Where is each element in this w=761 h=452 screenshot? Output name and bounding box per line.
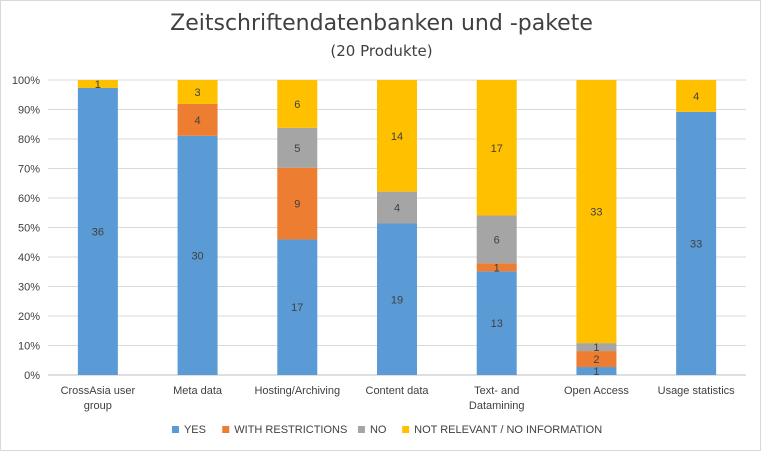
- bar-segment: [576, 80, 617, 344]
- legend-label: NOT RELEVANT / NO INFORMATION: [414, 424, 602, 436]
- bar-segment: [177, 103, 218, 136]
- x-category-label: group: [84, 400, 112, 412]
- y-tick-label: 40%: [18, 252, 40, 264]
- data-label: 6: [494, 234, 500, 246]
- legend-swatch: [357, 426, 365, 433]
- legend-label: YES: [184, 424, 206, 436]
- data-label: 4: [394, 203, 400, 215]
- data-label: 30: [191, 250, 203, 262]
- x-category-label: Datamining: [469, 400, 525, 412]
- y-tick-label: 50%: [18, 223, 40, 235]
- data-label: 17: [291, 302, 303, 314]
- data-label: 2: [593, 354, 599, 366]
- bar-segment: [277, 239, 318, 375]
- data-label: 1: [95, 79, 101, 91]
- data-label: 3: [195, 87, 201, 99]
- x-category-label: Hosting/Archiving: [254, 385, 340, 397]
- x-category-label: Text- and: [474, 385, 519, 397]
- data-label: 14: [391, 131, 403, 143]
- x-category-label: Open Access: [564, 385, 629, 397]
- y-tick-label: 80%: [18, 134, 40, 146]
- data-label: 33: [690, 238, 702, 250]
- data-label: 4: [195, 115, 201, 127]
- x-category-label: Meta data: [173, 385, 223, 397]
- y-tick-label: 0%: [24, 370, 40, 382]
- bar-segment: [77, 80, 118, 88]
- bar-segment: [177, 135, 218, 375]
- data-label: 33: [590, 207, 602, 219]
- bar-segment: [576, 351, 617, 368]
- x-category-label: CrossAsia user: [61, 385, 136, 397]
- chart-title: Zeitschriftendatenbanken und -pakete: [170, 11, 593, 36]
- bar-segment: [476, 263, 517, 272]
- legend-swatch: [171, 426, 179, 433]
- bar-segment: [476, 80, 517, 216]
- y-tick-label: 70%: [18, 164, 40, 176]
- legend-label: NO: [370, 424, 387, 436]
- data-label: 17: [491, 143, 503, 155]
- bar-segment: [377, 80, 417, 192]
- x-category-label: Usage statistics: [658, 385, 736, 397]
- bar-segment: [676, 80, 717, 112]
- legend-label: WITH RESTRICTIONS: [234, 424, 347, 436]
- data-label: 6: [294, 99, 300, 111]
- legend-swatch: [222, 426, 230, 433]
- x-category-label: Content data: [366, 385, 430, 397]
- data-label: 13: [491, 318, 503, 330]
- legend-swatch: [402, 426, 410, 433]
- bar-segment: [476, 271, 517, 375]
- y-tick-label: 100%: [12, 75, 40, 87]
- bar-segment: [277, 167, 318, 240]
- data-label: 1: [494, 262, 500, 274]
- bar-segment: [77, 87, 118, 376]
- data-label: 36: [92, 226, 104, 238]
- data-label: 5: [294, 143, 300, 155]
- y-tick-label: 10%: [18, 341, 40, 353]
- y-tick-label: 30%: [18, 282, 40, 294]
- bar-segment: [676, 111, 717, 375]
- bar-segment: [377, 191, 417, 224]
- data-label: 9: [294, 199, 300, 211]
- bar-segment: [576, 343, 617, 352]
- y-tick-label: 90%: [18, 105, 40, 117]
- data-label: 4: [693, 91, 699, 103]
- data-label: 1: [593, 366, 599, 378]
- y-tick-label: 60%: [18, 193, 40, 205]
- bar-segment: [576, 367, 617, 375]
- chart-subtitle: (20 Produkte): [330, 42, 433, 60]
- bar-segment: [277, 127, 318, 168]
- bar-segment: [377, 223, 417, 375]
- data-label: 19: [391, 294, 403, 306]
- y-tick-label: 20%: [18, 311, 40, 323]
- bar-segment: [177, 80, 218, 104]
- bar-segment: [476, 215, 517, 264]
- bar-segment: [277, 80, 318, 128]
- data-label: 1: [593, 342, 599, 354]
